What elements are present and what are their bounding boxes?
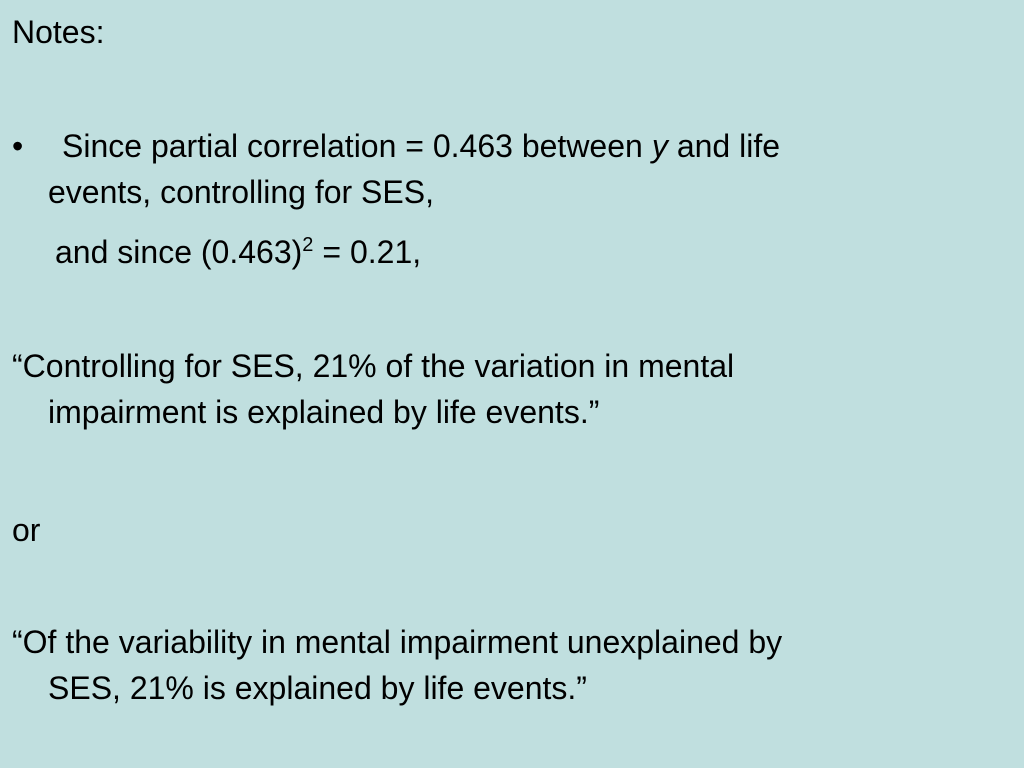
quote-line: SES, 21% is explained by life events.”	[48, 670, 587, 706]
quote-line: “Of the variability in mental impairment…	[12, 624, 783, 660]
bullet-line: Since partial correlation = 0.463 betwee…	[62, 123, 780, 169]
notes-title: Notes:	[12, 14, 105, 50]
text: Since partial correlation = 0.463 betwee…	[62, 128, 643, 164]
quote-line: impairment is explained by life events.”	[48, 394, 600, 430]
text: and life	[676, 128, 780, 164]
continuation-line: and since (0.463)2 = 0.21,	[55, 229, 421, 275]
bullet-line: events, controlling for SES,	[48, 174, 434, 210]
separator: or	[12, 512, 41, 548]
variable: y	[651, 128, 668, 164]
superscript: 2	[302, 234, 314, 256]
text: = 0.21,	[322, 234, 422, 270]
bullet-marker: •	[12, 128, 24, 164]
quote-line: “Controlling for SES, 21% of the variati…	[12, 348, 735, 384]
text: and since (0.463)	[55, 234, 303, 270]
